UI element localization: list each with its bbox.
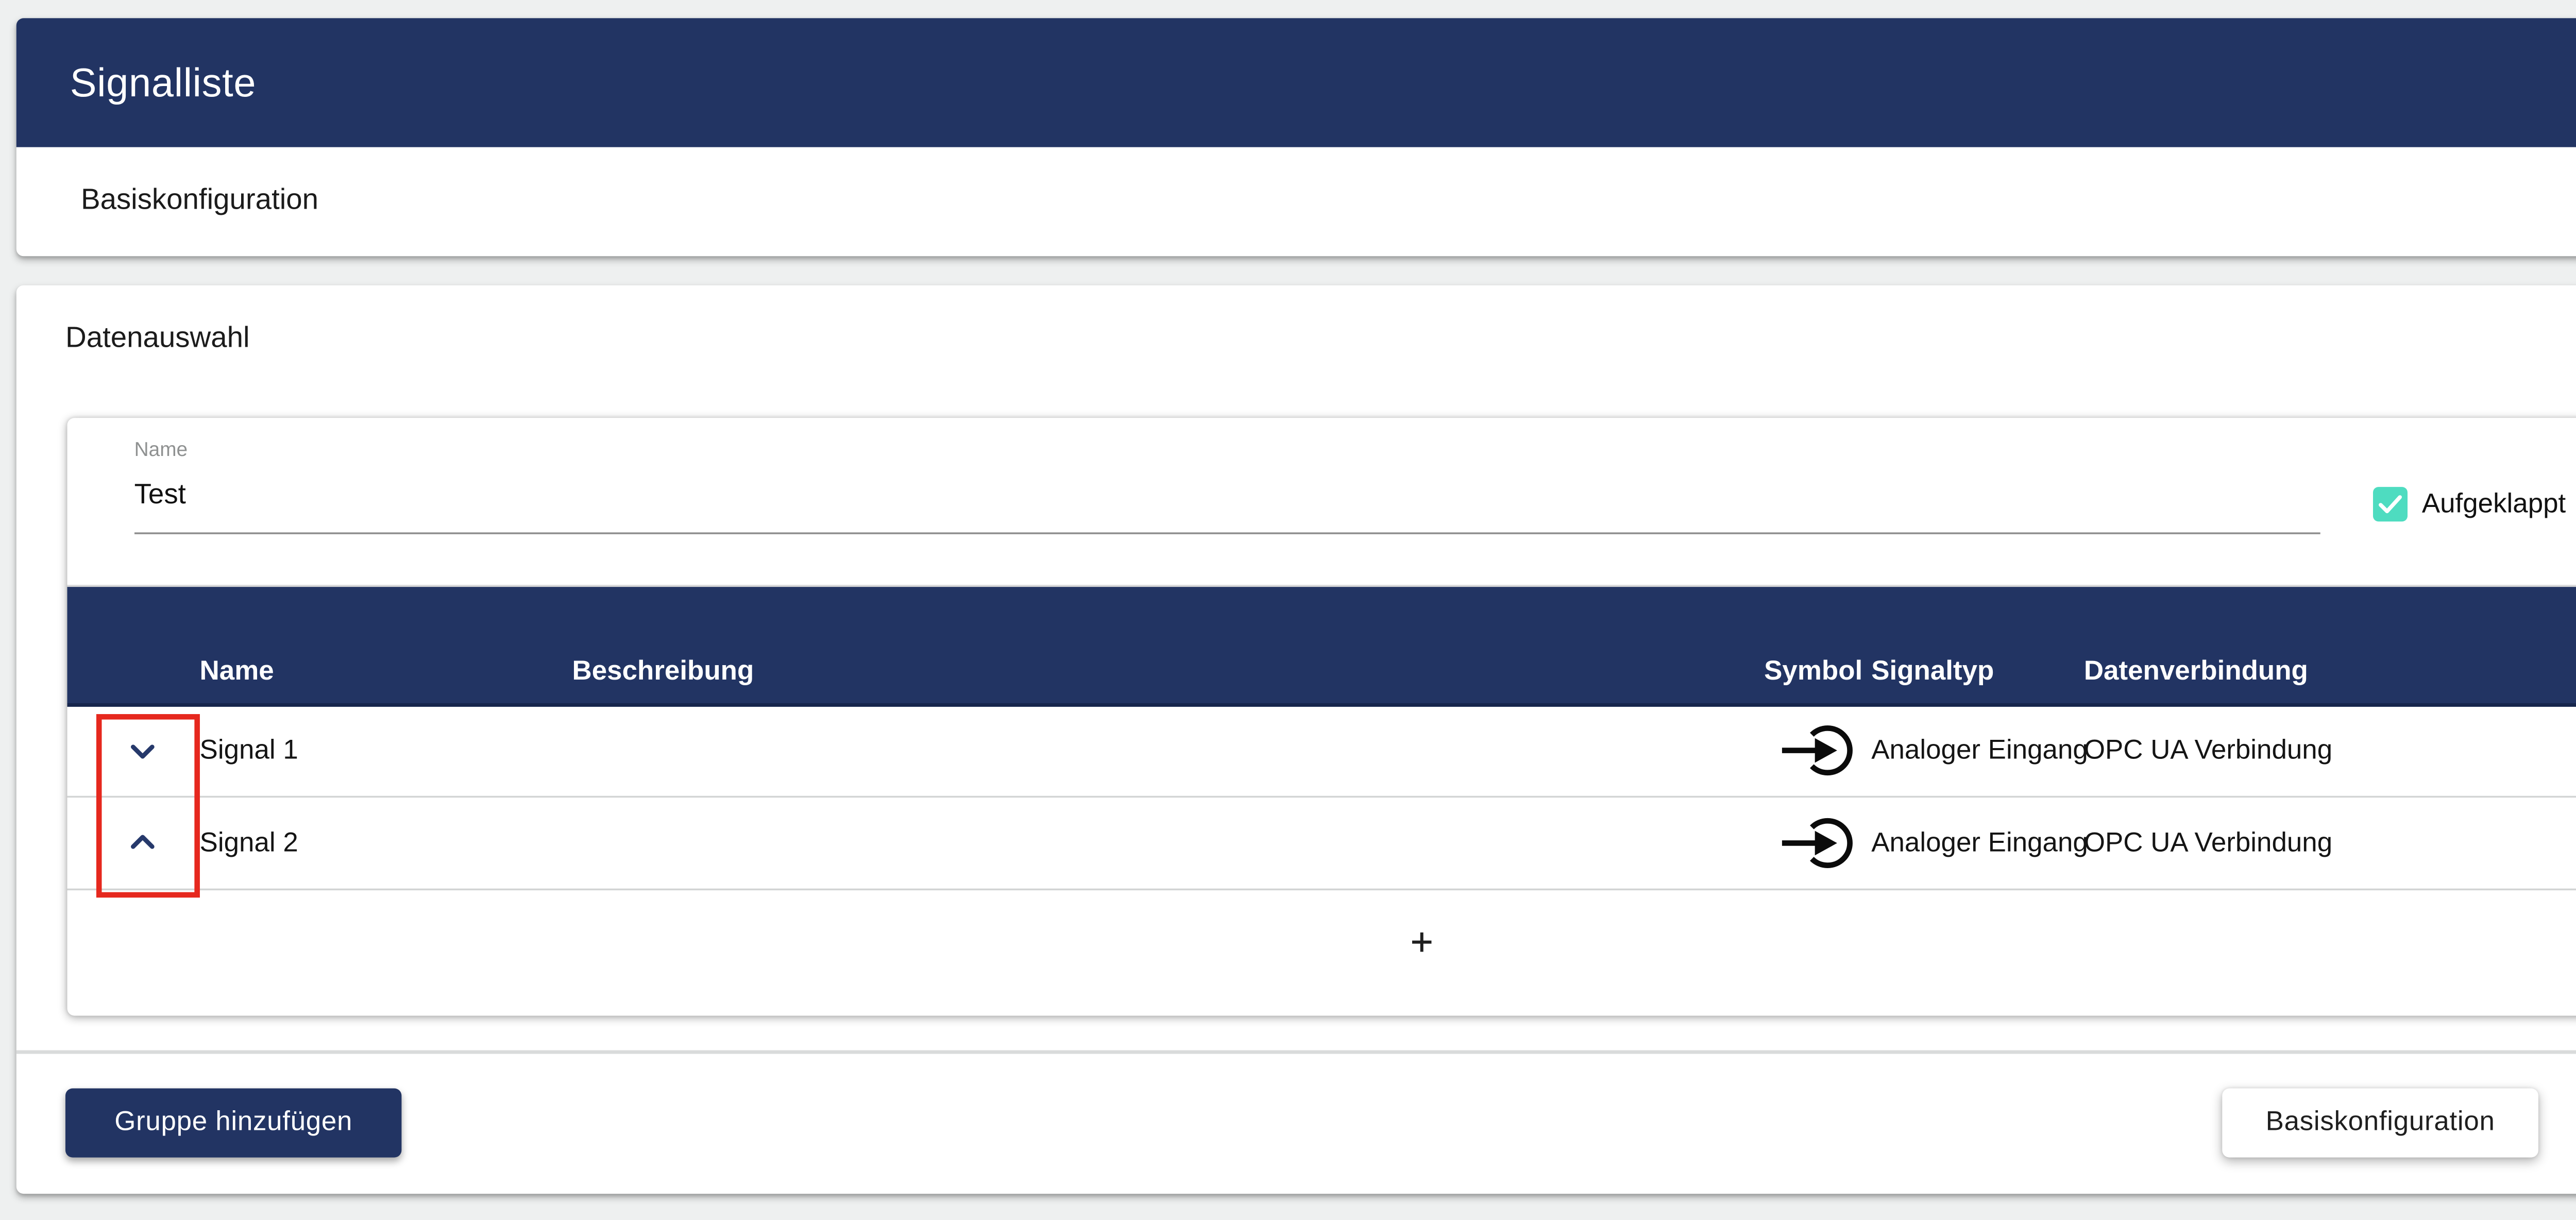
signal-table-header: Name Beschreibung Symbol Signaltyp Daten… [67, 585, 2576, 707]
aufgeklappt-checkbox[interactable] [2372, 486, 2408, 521]
column-header-signaltyp: Signaltyp [1871, 656, 1994, 687]
page-title: Signalliste [70, 59, 257, 105]
basiskonfiguration-label: Basiskonfiguration [80, 185, 319, 217]
signal-input-icon [1782, 726, 1853, 776]
expand-row-button[interactable] [107, 715, 179, 787]
page-title-bar: Signalliste [15, 18, 2576, 148]
signal-signaltyp: Analoger Eingang [1871, 826, 2088, 858]
signal-input-icon [1782, 817, 1853, 868]
column-header-name: Name [199, 656, 274, 687]
basiskonfiguration-step-button[interactable]: Basiskonfiguration [2222, 1087, 2538, 1158]
chevron-down-icon [131, 744, 155, 758]
datenauswahl-title: Datenauswahl [65, 323, 250, 354]
basiskonfiguration-row: Basiskonfiguration [15, 148, 2576, 256]
signal-datenverbindung: OPC UA Verbindung [2083, 826, 2333, 858]
datenauswahl-card: Datenauswahl Name Aufgeklappt [15, 285, 2576, 1194]
signal-name: Signal 1 [199, 735, 298, 767]
column-header-beschreibung: Beschreibung [572, 656, 754, 687]
column-header-symbol: Symbol [1764, 656, 1863, 687]
add-signal-button[interactable] [1383, 903, 1463, 982]
signal-name: Signal 2 [199, 826, 298, 858]
chevron-up-icon [131, 835, 155, 849]
signal-datenverbindung: OPC UA Verbindung [2083, 735, 2333, 767]
plus-icon [1413, 933, 1432, 953]
basiskonfiguration-card: Signalliste Basiskonfiguration [15, 18, 2576, 257]
add-signal-row [67, 890, 2576, 1014]
aufgeklappt-label: Aufgeklappt [2421, 489, 2566, 520]
group-header-row: Name Aufgeklappt [67, 417, 2576, 585]
column-header-datenverbindung: Datenverbindung [2083, 656, 2308, 687]
add-group-button[interactable]: Gruppe hinzufügen [65, 1087, 402, 1158]
signal-symbol [1778, 817, 1855, 868]
table-row-signal-1: Signal 1 Analoger Eingang OPC UA Verbind… [67, 706, 2576, 797]
name-input[interactable] [134, 466, 2320, 534]
name-field-label: Name [134, 439, 188, 461]
collapse-row-button[interactable] [107, 806, 179, 878]
signal-signaltyp: Analoger Eingang [1871, 735, 2088, 767]
check-icon [2378, 494, 2402, 513]
footer-divider [15, 1050, 2576, 1053]
signal-group-card: Name Aufgeklappt [67, 417, 2576, 1015]
table-row-signal-2: Signal 2 Analoger Eingang OPC UA Verbind… [67, 797, 2576, 890]
signal-symbol [1778, 725, 1855, 776]
